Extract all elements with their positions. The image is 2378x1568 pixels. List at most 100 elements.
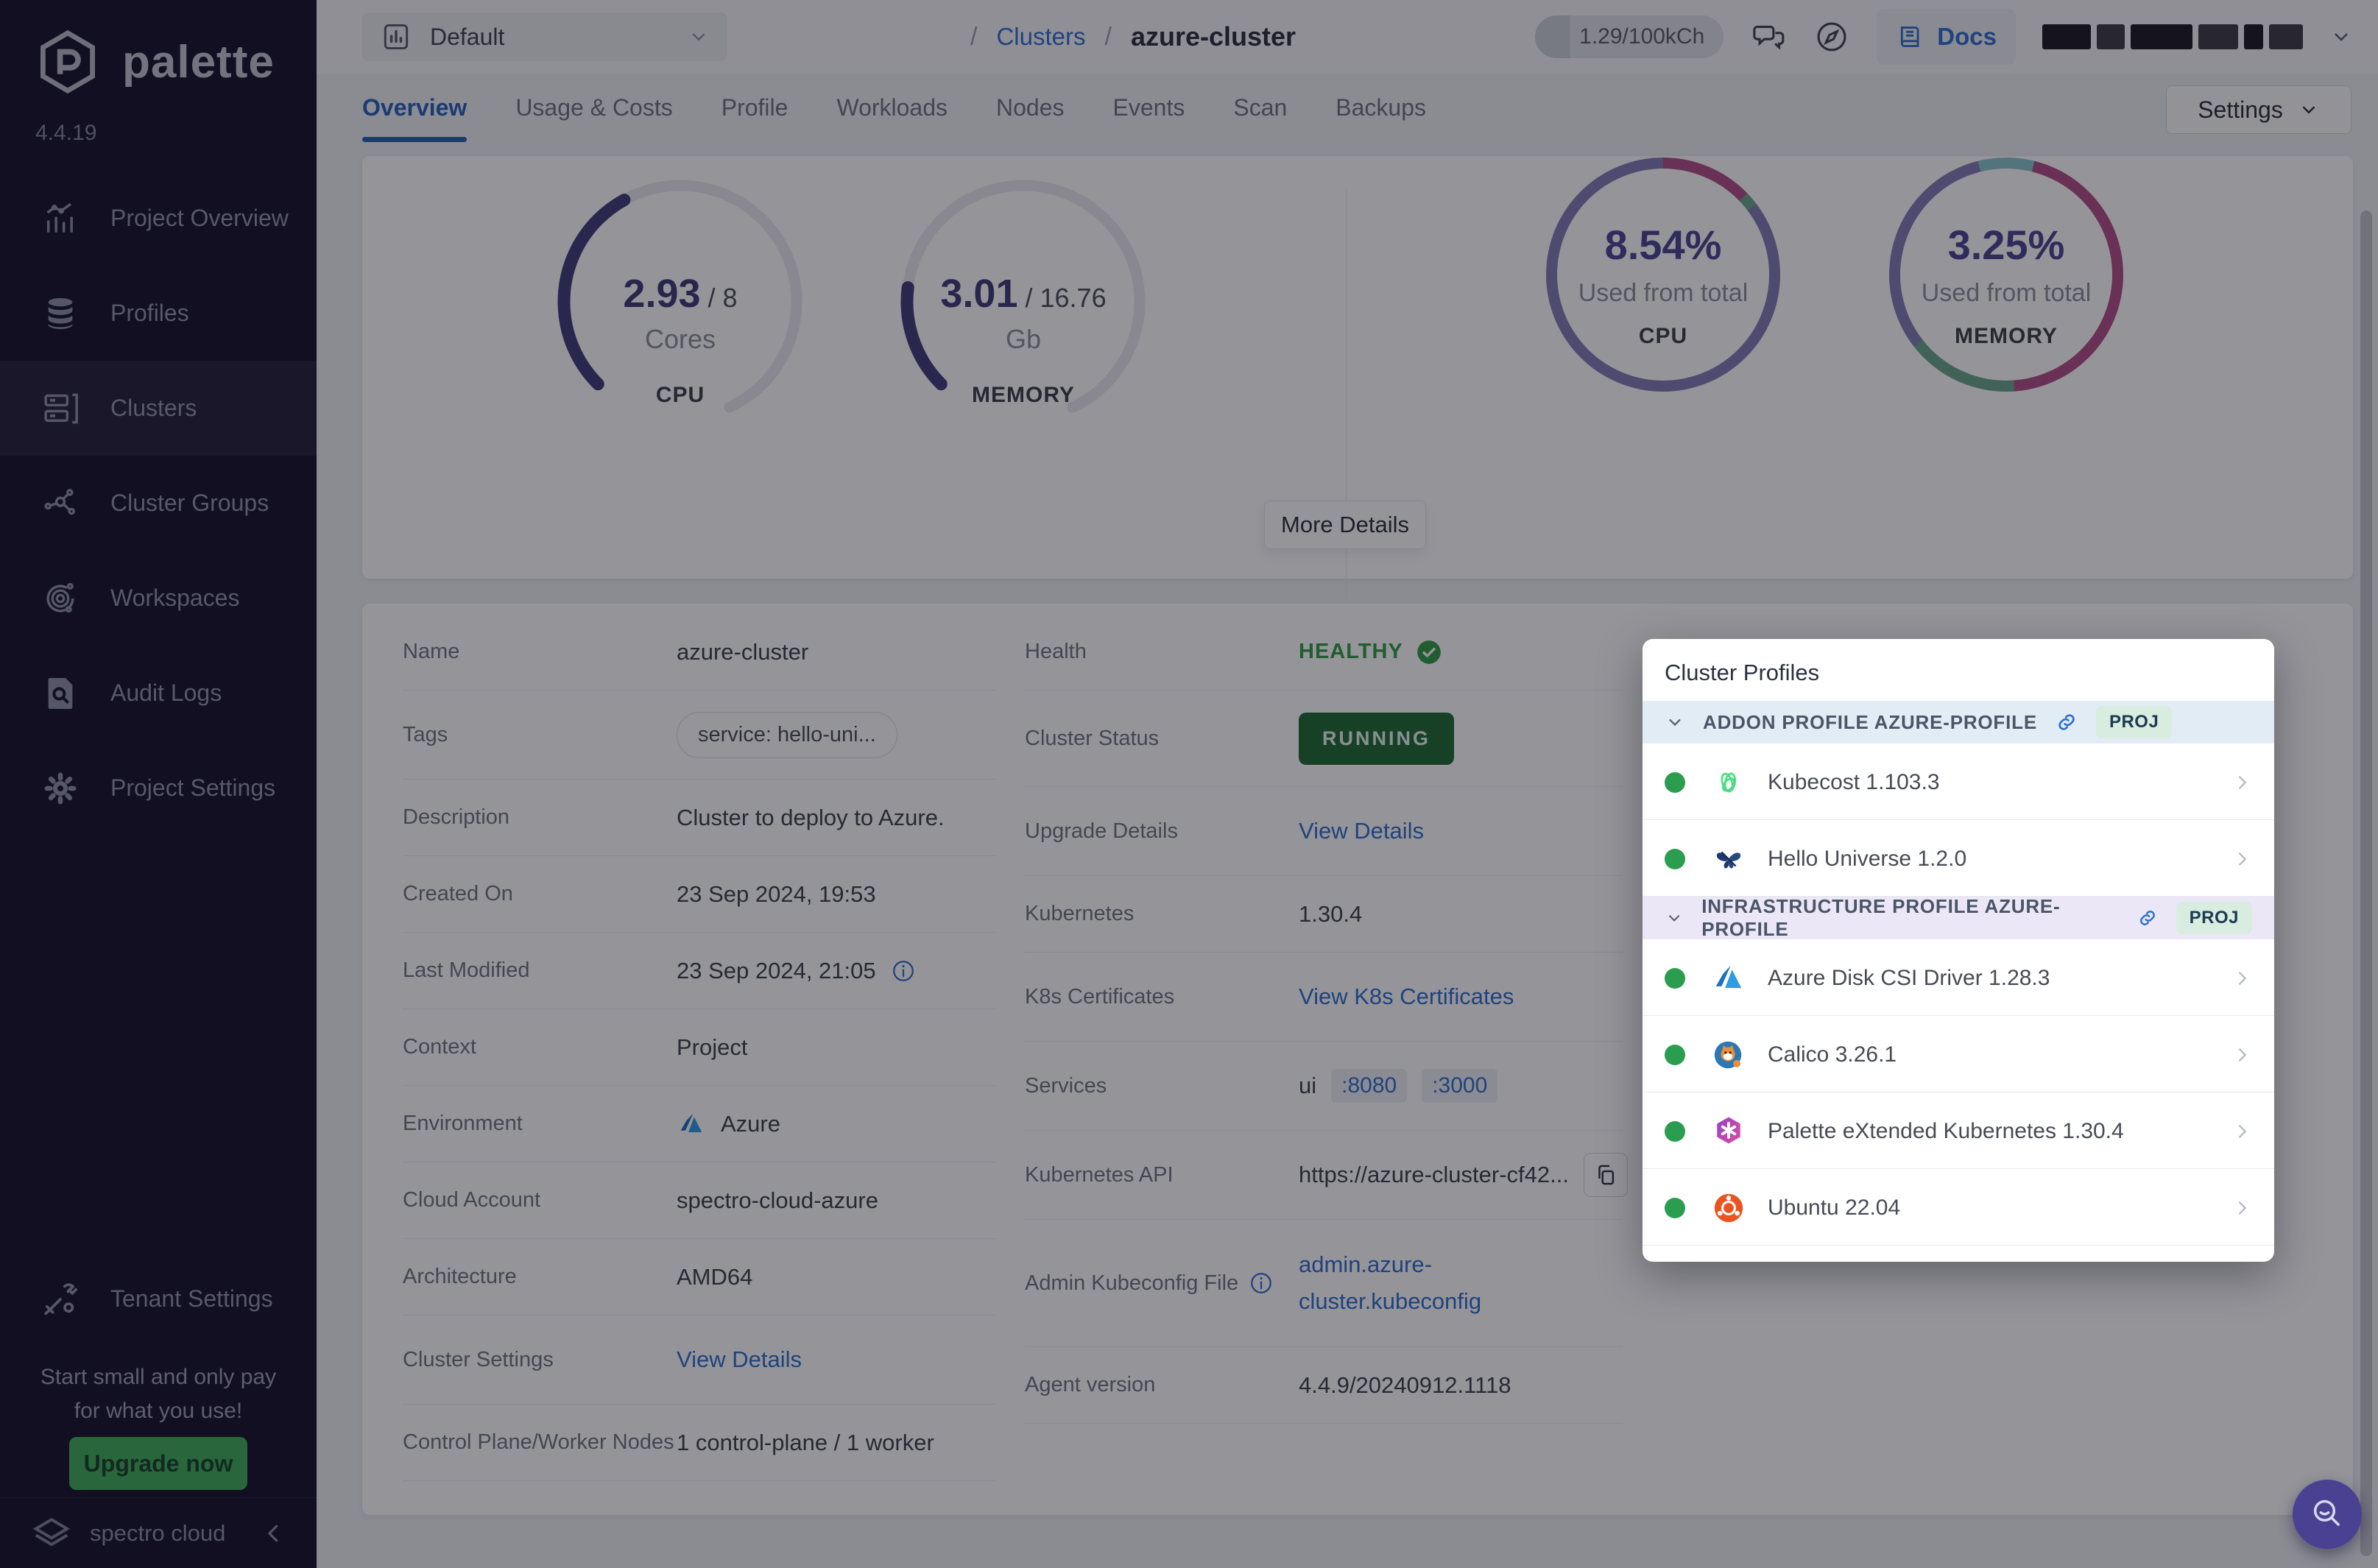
running-status-badge[interactable]: RUNNING — [1299, 712, 1454, 765]
kubeconfig-file-link-line2[interactable]: cluster.kubeconfig — [1299, 1288, 1482, 1314]
sidebar-item-clusters[interactable]: Clusters — [0, 361, 317, 456]
copy-button[interactable] — [1583, 1153, 1628, 1197]
vertical-scrollbar[interactable] — [2360, 211, 2372, 1556]
compass-icon[interactable] — [1813, 18, 1850, 55]
sidebar-item-label: Profiles — [110, 300, 189, 326]
tab-usage-costs[interactable]: Usage & Costs — [515, 94, 673, 121]
cpu-used-value: 2.93 — [623, 272, 701, 316]
tab-scan[interactable]: Scan — [1233, 94, 1288, 121]
sidebar-footer: spectro cloud — [0, 1497, 317, 1568]
cluster-profiles-popup: Cluster Profiles ADDON PROFILE AZURE-PRO… — [1643, 639, 2274, 1262]
sidebar-item-project-overview[interactable]: Project Overview — [0, 171, 317, 266]
hello-universe-icon — [1712, 842, 1746, 876]
ubuntu-icon — [1712, 1191, 1746, 1225]
breadcrumb: / Clusters / azure-cluster — [970, 21, 1296, 52]
detail-row-health: Health HEALTHY — [1025, 614, 1623, 691]
detail-row-context: Context Project — [403, 1009, 996, 1086]
status-dot-green — [1665, 968, 1685, 989]
footer-brand: spectro cloud — [90, 1519, 226, 1546]
sidebar-item-audit-logs[interactable]: Audit Logs — [0, 646, 317, 741]
status-dot-green — [1665, 849, 1685, 869]
service-port-link-8080[interactable]: :8080 — [1331, 1069, 1408, 1103]
project-scope-select[interactable]: Default — [362, 13, 727, 61]
profile-layer-palette-extended-kubernetes[interactable]: Palette eXtended Kubernetes 1.30.4 — [1643, 1095, 2274, 1169]
cluster-settings-view-details-link[interactable]: View Details — [677, 1346, 802, 1372]
detail-row-description: Description Cluster to deploy to Azure. — [403, 780, 996, 856]
kubeconfig-file-link[interactable]: admin.azure- — [1299, 1251, 1432, 1277]
cpu-gauge: 2.93/ 8 Cores CPU — [546, 168, 814, 436]
infrastructure-profile-section-header[interactable]: INFRASTRUCTURE PROFILE AZURE-PROFILE PRO… — [1643, 895, 2274, 940]
tab-backups[interactable]: Backups — [1336, 94, 1427, 121]
detail-row-nodes: Control Plane/Worker Nodes 1 control-pla… — [403, 1405, 996, 1481]
details-left-column: Name azure-cluster Tags service: hello-u… — [403, 614, 996, 1481]
project-scope-badge: PROJ — [2176, 902, 2252, 934]
breadcrumb-clusters-link[interactable]: Clusters — [996, 23, 1086, 50]
profile-layer-ubuntu[interactable]: Ubuntu 22.04 — [1643, 1171, 2274, 1246]
chat-icon[interactable] — [1750, 18, 1787, 55]
sidebar-item-label: Clusters — [110, 395, 197, 421]
upgrade-view-details-link[interactable]: View Details — [1299, 818, 1425, 844]
help-search-beacon-button[interactable] — [2293, 1480, 2362, 1549]
profile-layer-hello-universe[interactable]: Hello Universe 1.2.0 — [1643, 822, 2274, 897]
sidebar-item-profiles[interactable]: Profiles — [0, 266, 317, 361]
settings-button[interactable]: Settings — [2166, 85, 2351, 134]
chevron-down-icon — [1668, 914, 1680, 922]
info-icon[interactable] — [891, 958, 916, 983]
network-nodes-icon — [40, 483, 81, 524]
view-k8s-certificates-link[interactable]: View K8s Certificates — [1299, 983, 1514, 1009]
detail-row-architecture: Architecture AMD64 — [403, 1239, 996, 1316]
detail-row-kubernetes: Kubernetes 1.30.4 — [1025, 876, 1623, 953]
tab-profile[interactable]: Profile — [721, 94, 788, 121]
health-status-text: HEALTHY — [1299, 640, 1403, 663]
tools-icon — [40, 1279, 81, 1320]
memory-unit: Gb — [1005, 324, 1042, 354]
calico-icon — [1712, 1038, 1746, 1072]
brand-logo[interactable]: palette — [32, 27, 275, 97]
cluster-name-value: azure-cluster — [677, 638, 809, 665]
tab-events[interactable]: Events — [1112, 94, 1185, 121]
server-rack-icon — [40, 388, 81, 429]
sidebar-item-workspaces[interactable]: Workspaces — [0, 551, 317, 646]
collapse-sidebar-icon[interactable] — [262, 1521, 287, 1546]
sidebar: palette 4.4.19 Project Overview — [0, 0, 317, 1568]
sidebar-item-cluster-groups[interactable]: Cluster Groups — [0, 456, 317, 551]
cpu-gauge-caption: CPU — [655, 383, 705, 407]
audit-log-icon — [40, 673, 81, 714]
spectro-cloud-logo-icon — [29, 1511, 74, 1555]
memory-usage-donut: 3.25% Used from total MEMORY — [1889, 158, 2123, 392]
memory-usage-percent: 3.25% — [1947, 222, 2065, 268]
addon-profile-section-header[interactable]: ADDON PROFILE AZURE-PROFILE PROJ — [1643, 701, 2274, 744]
profile-layer-azure-disk[interactable]: Azure Disk CSI Driver 1.28.3 — [1643, 942, 2274, 1016]
utilization-card: 2.93/ 8 Cores CPU 3.01/ 16.76 Gb MEMORY … — [362, 156, 2353, 601]
user-name-redacted[interactable] — [2042, 24, 2303, 49]
service-name: ui — [1299, 1073, 1317, 1098]
detail-row-name: Name azure-cluster — [403, 614, 996, 691]
cpu-usage-caption: CPU — [1638, 324, 1688, 348]
tab-workloads[interactable]: Workloads — [836, 94, 948, 121]
service-port-link-3000[interactable]: :3000 — [1422, 1069, 1498, 1103]
breadcrumb-separator: / — [1104, 22, 1112, 51]
upgrade-now-button[interactable]: Upgrade now — [69, 1437, 247, 1490]
azure-disk-icon — [1712, 961, 1746, 995]
detail-row-created-on: Created On 23 Sep 2024, 19:53 — [403, 856, 996, 933]
sidebar-item-label: Project Settings — [110, 774, 276, 801]
info-icon[interactable] — [1249, 1271, 1274, 1296]
cpu-total-value: / 8 — [708, 283, 738, 313]
detail-row-last-modified: Last Modified 23 Sep 2024, 21:05 — [403, 933, 996, 1009]
more-details-button[interactable]: More Details — [1264, 501, 1426, 549]
profile-layer-kubecost[interactable]: Kubecost 1.103.3 — [1643, 746, 2274, 820]
user-menu-chevron-icon[interactable] — [2329, 25, 2353, 49]
link-icon — [2058, 714, 2075, 730]
top-bar-right: 1.29/100kCh — [1535, 9, 2378, 65]
search-smile-icon — [2313, 1500, 2340, 1526]
palette-logo-icon — [32, 27, 103, 97]
tab-overview[interactable]: Overview — [362, 94, 468, 142]
docs-button[interactable]: Docs — [1877, 9, 2016, 65]
sidebar-item-project-settings[interactable]: Project Settings — [0, 741, 317, 836]
tag-pill[interactable]: service: hello-uni... — [677, 711, 897, 758]
cpu-unit: Cores — [644, 324, 716, 354]
profile-layer-calico[interactable]: Calico 3.26.1 — [1643, 1018, 2274, 1092]
tab-nodes[interactable]: Nodes — [996, 94, 1065, 121]
sidebar-item-tenant-settings[interactable]: Tenant Settings — [0, 1251, 356, 1346]
docs-label: Docs — [1937, 23, 1997, 50]
